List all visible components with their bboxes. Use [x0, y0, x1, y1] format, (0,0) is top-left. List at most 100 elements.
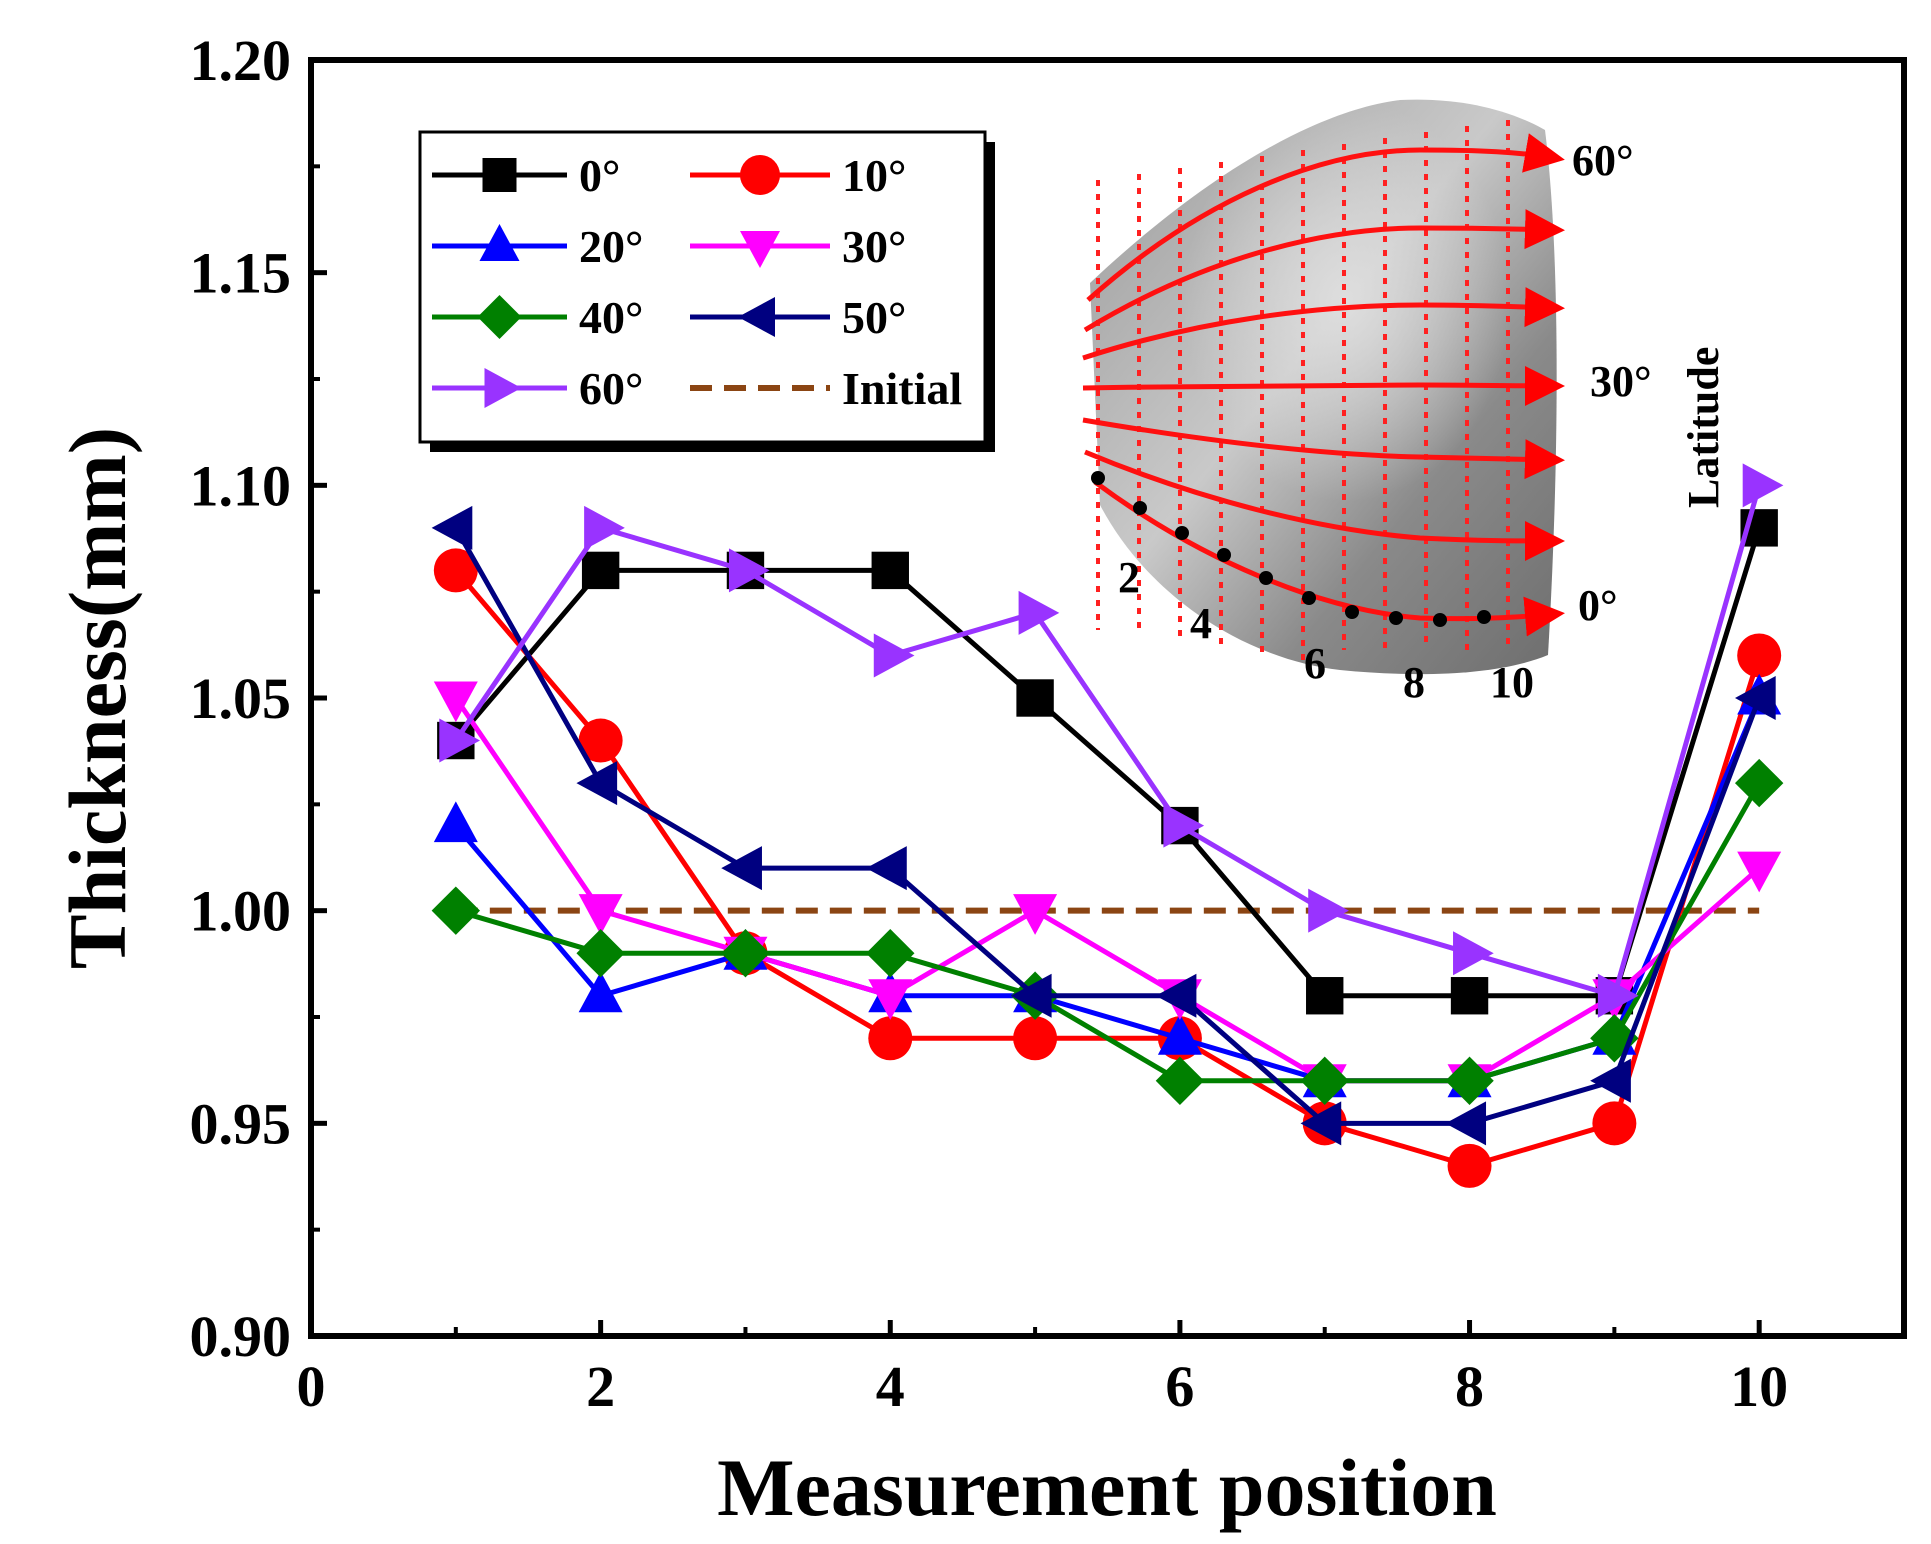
data-point	[1734, 676, 1776, 720]
data-point	[433, 801, 478, 843]
inset-latitude-line	[1084, 449, 1565, 561]
axis-tick-labels: 0 2 4 6 8 10 0.90 0.95 1.00 1.05 1.10 1.15 1.20	[190, 28, 1789, 1419]
data-point	[1742, 463, 1784, 508]
inset-latitude-line	[1082, 287, 1565, 361]
inset-label-0: 0°	[1578, 581, 1618, 630]
legend-swatch-marker	[738, 297, 775, 337]
legend-swatch-marker	[479, 224, 520, 261]
y-axis-title: Thickness(mm)	[52, 427, 143, 969]
legend-entry-10°: 10°	[690, 150, 906, 201]
inset-dot	[1389, 611, 1403, 625]
data-point	[1592, 1101, 1637, 1146]
data-point	[1453, 931, 1494, 976]
inset-measurement-dots	[1091, 471, 1491, 627]
data-point	[433, 681, 478, 723]
data-point	[1597, 973, 1639, 1018]
data-point	[866, 929, 915, 978]
data-point	[581, 551, 620, 590]
x-tick-label: 10	[1730, 1354, 1788, 1419]
legend-label: 30°	[842, 221, 906, 272]
data-point	[1157, 1014, 1202, 1055]
data-point	[1010, 973, 1052, 1018]
legend-label: 20°	[579, 221, 643, 272]
data-point	[1447, 1143, 1492, 1188]
data-point	[1445, 1056, 1494, 1105]
inset-position-label-8: 8	[1403, 658, 1425, 707]
series-60°	[439, 463, 1784, 1018]
series-20°	[433, 673, 1782, 1098]
series-line	[455, 781, 1762, 1084]
data-point	[578, 971, 623, 1013]
series-40°	[431, 758, 1784, 1105]
y-tick-label: 1.00	[190, 879, 292, 944]
series-line	[453, 527, 1762, 999]
x-tick-label: 2	[586, 1354, 615, 1419]
data-point	[578, 718, 623, 763]
legend-entry-30°: 30°	[690, 221, 906, 272]
inset-dot	[1433, 613, 1447, 627]
x-tick-label: 6	[1165, 1354, 1194, 1419]
inset-label-30: 30°	[1590, 357, 1652, 406]
inset-position-label-4: 4	[1190, 599, 1212, 648]
inset-dot	[1175, 526, 1189, 540]
data-point	[1155, 973, 1197, 1018]
inset-position-label-10: 10	[1490, 658, 1534, 707]
legend: 0° 10° 20° 30° 40° 50° 60° Initial	[418, 130, 995, 452]
inset-dot	[1302, 591, 1316, 605]
y-tick-label: 1.10	[190, 453, 292, 518]
inset-dome-figure: 60° 30° 0° Latitude 2 4 6 8 10	[1082, 99, 1728, 707]
inset-latitude-line	[1082, 365, 1565, 406]
inset-dot	[1217, 548, 1231, 562]
inset-dot	[1091, 471, 1105, 485]
series-line	[453, 484, 1762, 999]
y-tick-label: 0.90	[190, 1304, 292, 1369]
legend-entry-0°: 0°	[432, 150, 620, 201]
data-point	[728, 548, 770, 593]
legend-label: 40°	[579, 292, 643, 343]
inset-latitude-line	[1086, 133, 1565, 302]
data-point	[439, 718, 481, 763]
data-point	[1734, 758, 1784, 808]
data-point	[433, 548, 478, 593]
inset-latitude-line	[1082, 417, 1565, 480]
series-50°	[431, 505, 1776, 1146]
data-point	[1590, 1058, 1631, 1103]
data-point	[1308, 888, 1349, 933]
inset-meridian-lines	[1096, 120, 1510, 660]
data-point	[584, 505, 625, 550]
inset-position-label-2: 2	[1118, 553, 1140, 602]
axis-ticks	[308, 57, 1762, 1339]
data-point	[1013, 894, 1058, 935]
legend-entry-20°: 20°	[432, 221, 643, 272]
inset-dot	[1259, 571, 1273, 585]
inset-label-60: 60°	[1572, 136, 1634, 185]
inset-position-label-6: 6	[1304, 639, 1326, 688]
data-point	[1737, 633, 1782, 678]
data-point	[578, 894, 623, 935]
y-tick-label: 1.05	[190, 666, 292, 731]
x-tick-label: 0	[297, 1354, 326, 1419]
series-30°	[433, 681, 1782, 1105]
y-tick-label: 1.20	[190, 28, 292, 93]
data-point	[871, 551, 909, 590]
data-point	[1300, 1056, 1349, 1105]
data-point	[1016, 679, 1054, 717]
data-point	[576, 761, 618, 806]
legend-entry-50°: 50°	[690, 292, 906, 343]
x-tick-label: 8	[1455, 1354, 1484, 1419]
data-point	[576, 929, 625, 978]
inset-dot	[1133, 501, 1147, 515]
data-point	[1155, 1056, 1205, 1105]
inset-latitude-line	[1083, 209, 1565, 333]
data-point	[866, 846, 907, 891]
series-line	[453, 526, 1762, 1126]
series-line	[453, 568, 1762, 1169]
y-tick-label: 1.15	[190, 241, 292, 306]
legend-entry-60°: 60°	[432, 363, 643, 414]
legend-swatch-marker	[477, 295, 522, 339]
data-point	[873, 633, 915, 678]
data-point	[1737, 851, 1782, 893]
legend-entry-40°: 40°	[432, 292, 643, 343]
data-point	[1445, 1101, 1487, 1146]
